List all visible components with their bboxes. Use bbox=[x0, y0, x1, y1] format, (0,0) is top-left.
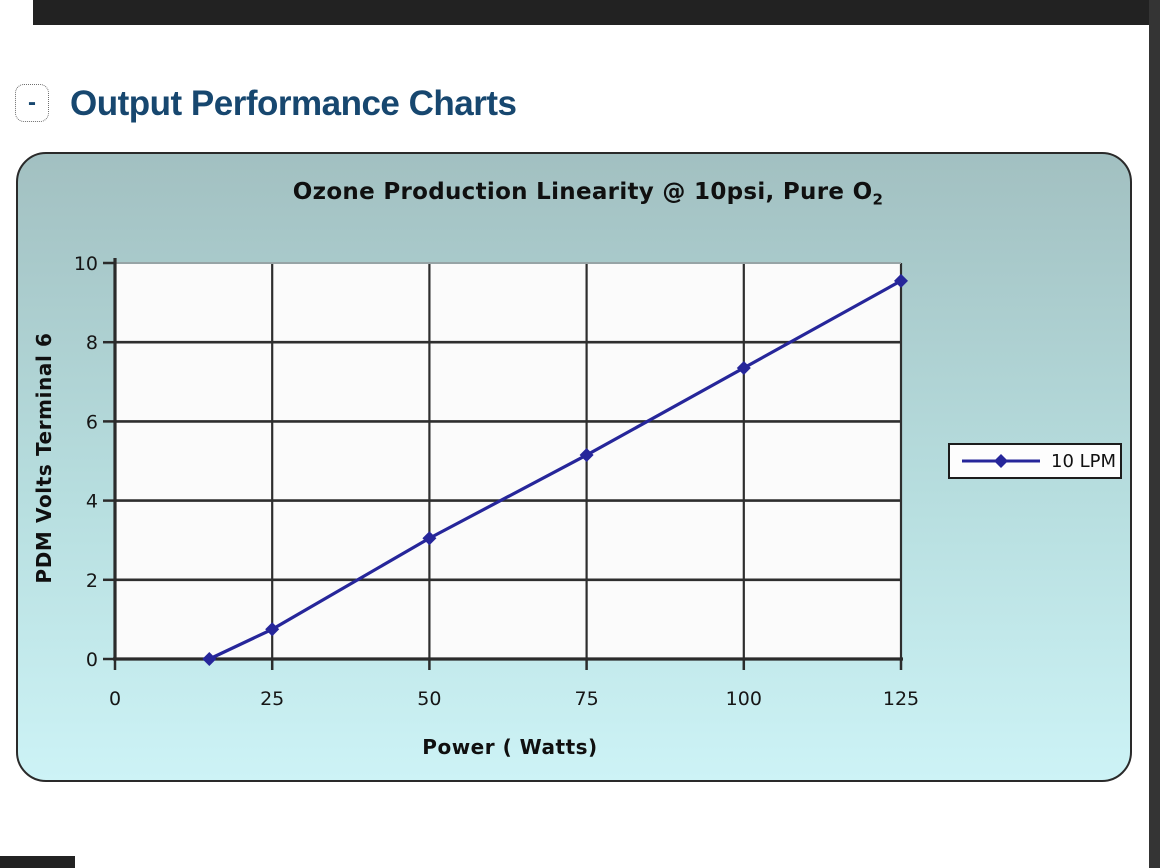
data-point-diamond-icon bbox=[422, 531, 437, 546]
chart-title-text: Ozone Production Linearity @ 10psi, Pure… bbox=[292, 179, 873, 205]
x-tick-label: 0 bbox=[109, 688, 121, 710]
legend-series-marker-icon bbox=[962, 454, 1040, 468]
y-tick-label: 8 bbox=[86, 332, 98, 354]
chart-title: Ozone Production Linearity @ 10psi, Pure… bbox=[30, 179, 1146, 209]
plot-area bbox=[115, 263, 901, 659]
y-tick-label: 6 bbox=[86, 411, 98, 433]
x-tick-label: 25 bbox=[260, 688, 284, 710]
y-tick-label: 0 bbox=[86, 649, 98, 671]
page-title: Output Performance Charts bbox=[70, 84, 517, 123]
legend-label: 10 LPM bbox=[1051, 450, 1117, 472]
data-point-diamond-icon bbox=[202, 652, 217, 666]
collapse-section-button[interactable]: - bbox=[15, 84, 49, 122]
x-tick-label: 50 bbox=[417, 688, 441, 710]
x-tick-label: 75 bbox=[575, 688, 599, 710]
right-border-bar bbox=[1149, 0, 1160, 868]
y-tick-label: 2 bbox=[86, 570, 98, 592]
chart-title-subscript: 2 bbox=[872, 190, 884, 209]
data-line bbox=[208, 279, 902, 661]
x-axis-label: Power ( Watts) bbox=[422, 735, 598, 759]
top-border-bar bbox=[33, 0, 1160, 25]
data-point-diamond-icon bbox=[579, 448, 594, 463]
x-tick-label: 125 bbox=[883, 688, 919, 710]
y-tick-label: 4 bbox=[86, 491, 98, 513]
minus-icon: - bbox=[28, 89, 36, 116]
y-tick-label: 10 bbox=[74, 253, 98, 275]
data-point-diamond-icon bbox=[894, 273, 908, 288]
data-point-diamond-icon bbox=[265, 622, 280, 637]
bottom-left-border-bar bbox=[0, 856, 75, 868]
data-point-diamond-icon bbox=[736, 360, 751, 375]
y-axis-label: PDM Volts Terminal 6 bbox=[32, 332, 56, 584]
legend-box: 10 LPM bbox=[948, 443, 1122, 479]
x-tick-label: 100 bbox=[726, 688, 762, 710]
